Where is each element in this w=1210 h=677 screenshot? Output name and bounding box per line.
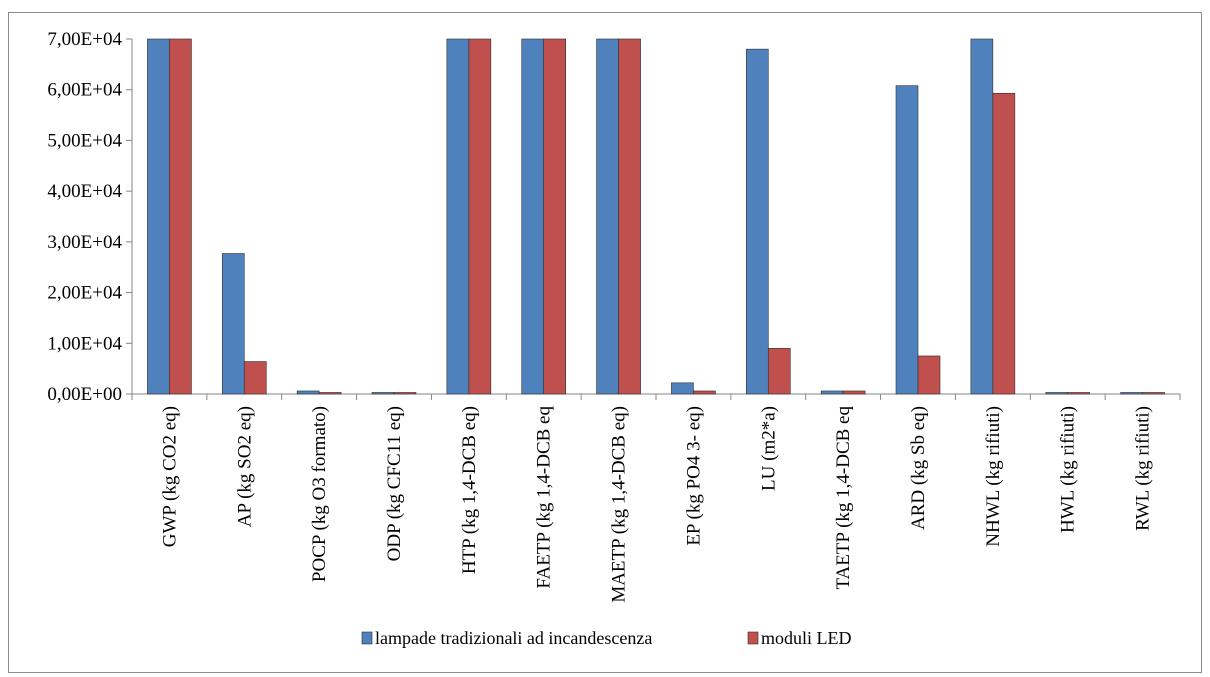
bar-incandescent [521, 38, 545, 395]
x-tick-label: GWP (kg CO2 eq) [159, 406, 180, 547]
x-tick-label: RWL (kg rifiuti) [1133, 406, 1154, 531]
bar-led [243, 361, 267, 395]
bar-incandescent [596, 38, 619, 395]
y-axis-ticks: 0,00E+00 1,00E+04 2,00E+04 3,00E+04 4,00E+04… [47, 29, 132, 405]
x-tick-label: ARD (kg Sb eq) [908, 406, 929, 530]
bar-incandescent [895, 85, 919, 395]
bar-led [169, 38, 192, 395]
bar-led [842, 390, 866, 395]
y-tick-label: 2,00E+04 [47, 283, 122, 304]
bar-led [917, 355, 941, 395]
x-tick-label: ODP (kg CFC11 eq) [384, 406, 405, 561]
legend-label-incandescent: lampade tradizionali ad incandescenza [375, 628, 652, 648]
chart-bars [147, 38, 1165, 395]
y-tick-label: 7,00E+04 [47, 29, 122, 50]
bar-led [543, 38, 567, 395]
bar-incandescent [671, 382, 694, 395]
bar-incandescent [745, 48, 769, 395]
bar-led [618, 38, 641, 395]
bar-incandescent [970, 38, 994, 395]
bar-led [1142, 392, 1165, 395]
y-tick-label: 4,00E+04 [47, 181, 122, 202]
x-tick-label: HWL (kg rifiuti) [1058, 406, 1079, 533]
bar-led [992, 92, 1016, 395]
x-axis-ticks: GWP (kg CO2 eq) AP (kg SO2 eq) POCP (kg O3… [131, 394, 1181, 603]
y-tick-label: 1,00E+04 [47, 333, 122, 354]
x-tick-label: AP (kg SO2 eq) [234, 406, 255, 527]
legend-swatch-incandescent [361, 631, 373, 645]
chart-axes [131, 39, 1180, 395]
x-tick-label: HTP (kg 1,4-DCB eq) [459, 406, 480, 574]
x-tick-label: TAETP (kg 1,4-DCB eq [833, 406, 854, 590]
legend-label-led: moduli LED [761, 628, 852, 648]
bar-led [468, 38, 492, 395]
bar-incandescent [221, 253, 245, 395]
bar-incandescent [296, 390, 320, 395]
bar-incandescent [446, 38, 470, 395]
y-tick-label: 0,00E+00 [47, 384, 122, 405]
bar-incandescent [1045, 392, 1069, 395]
y-tick-label: 6,00E+04 [47, 80, 122, 101]
legend-swatch-led [747, 631, 759, 645]
x-tick-label: LU (m2*a) [758, 406, 779, 491]
bar-led [1067, 392, 1091, 395]
x-tick-label: NHWL (kg rifiuti) [983, 406, 1004, 547]
bar-incandescent [147, 38, 170, 395]
y-tick-label: 5,00E+04 [47, 130, 122, 151]
y-tick-label: 3,00E+04 [47, 232, 122, 253]
bar-led [318, 392, 342, 395]
bar-incandescent [820, 390, 844, 395]
bar-incandescent [1120, 392, 1143, 395]
bar-led [693, 390, 716, 395]
x-tick-label: MAETP (kg 1,4-DCB eq) [609, 406, 630, 603]
x-tick-label: EP (kg PO4 3- eq) [683, 406, 704, 546]
bar-incandescent [371, 392, 395, 395]
bar-led [767, 348, 791, 395]
bar-led [393, 392, 417, 395]
x-tick-label: POCP (kg O3 formato) [309, 406, 330, 582]
chart-legend: lampade tradizionali ad incandescenza mod… [361, 628, 852, 648]
x-tick-label: FAETP (kg 1,4-DCB eq [534, 406, 555, 589]
